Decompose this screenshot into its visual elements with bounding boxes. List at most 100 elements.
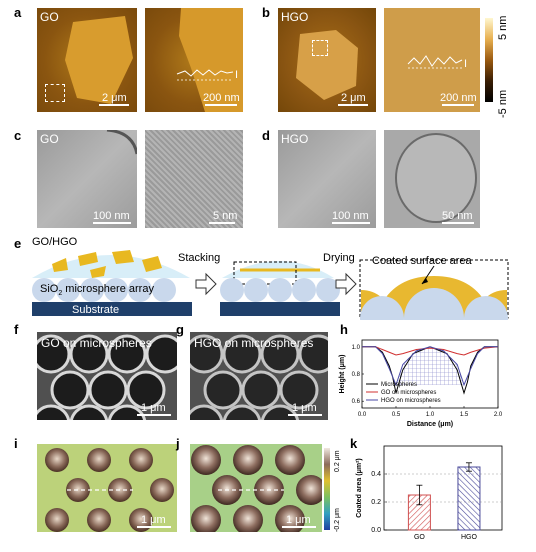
panel-label-i: i <box>14 436 18 451</box>
colorbar-bottom-label: -5 nm <box>497 89 509 118</box>
chart-h: 0.0 0.5 1.0 1.5 2.0 0.6 0.8 1.0 Microspheres GO o… <box>339 339 503 428</box>
y-tick-label: 1.0 <box>352 345 361 351</box>
zoom-box <box>312 40 328 56</box>
x-category-label: GO <box>414 534 425 541</box>
go-edge-shape <box>176 8 243 112</box>
scale-bar <box>332 222 370 224</box>
scale-bar <box>137 414 171 416</box>
sem-hgo: HGO on microspheres 1 μm <box>190 332 328 420</box>
microspheres-2 <box>220 278 340 302</box>
plot-frame <box>383 445 503 531</box>
go-flake-shape <box>65 16 133 104</box>
scale-label: 200 nm <box>440 92 477 104</box>
legend-entry: Microspheres <box>381 382 417 388</box>
scale-bar <box>93 222 131 224</box>
panel-tag: HGO <box>281 10 309 24</box>
afm-go-zoom: I 200 nm <box>145 8 243 112</box>
scale-bar <box>137 526 171 528</box>
bar-hgo <box>457 466 481 531</box>
scale-bar <box>209 222 235 224</box>
scale-label: 5 nm <box>213 210 238 222</box>
x-tick-label: 0.0 <box>358 412 367 418</box>
y-axis-label: Height (μm) <box>339 355 346 394</box>
scale-label: 1 μm <box>292 402 317 414</box>
substrate-label: Substrate <box>72 304 120 316</box>
x-axis-label: Distance (μm) <box>407 421 453 428</box>
height-map-hgo: 1 μm <box>190 444 322 532</box>
tem-hgo-zoom: 50 nm <box>384 130 480 228</box>
y-tick-label: 0.0 <box>371 527 381 534</box>
scale-label: 100 nm <box>93 210 130 222</box>
x-tick-label: 2.0 <box>494 412 503 418</box>
x-category-label: HGO <box>461 534 478 541</box>
afm-colorbar <box>485 18 493 102</box>
scale-label: 50 nm <box>442 210 473 222</box>
coated-area-label: Coated surface area <box>372 255 472 267</box>
profile-marker: I <box>464 58 468 70</box>
scale-bar <box>338 104 368 106</box>
y-tick-label: 0.2 <box>371 499 381 506</box>
scale-bar <box>205 104 237 106</box>
sio2-prefix: SiO <box>40 283 59 295</box>
scale-bar <box>442 104 474 106</box>
scale-bar <box>442 222 474 224</box>
panel-label-d: d <box>262 128 270 143</box>
panel-label-g: g <box>176 322 184 337</box>
x-tick-label: 1.0 <box>426 412 435 418</box>
height-cb-top: 0.2 μm <box>334 450 341 472</box>
x-tick-label: 1.5 <box>460 412 469 418</box>
panel-label-j: j <box>176 436 180 451</box>
panel-label-c: c <box>14 128 22 143</box>
x-tick-label: 0.5 <box>392 412 401 418</box>
panel-tag: GO on microspheres <box>41 336 152 350</box>
tem-hole <box>395 133 477 223</box>
sio2-label: SiO2 microsphere array <box>40 283 154 297</box>
scale-label: 1 μm <box>141 402 166 414</box>
arrow-stacking <box>195 272 217 296</box>
panel-label-a: a <box>14 5 22 20</box>
arrow-drying <box>335 272 357 296</box>
substrate-2 <box>220 302 340 316</box>
sem-go: GO on microspheres 1 μm <box>37 332 177 420</box>
sio2-suffix: microsphere array <box>62 283 154 295</box>
scale-bar <box>282 526 316 528</box>
schematic <box>32 250 509 320</box>
scale-label: 2 μm <box>341 92 366 104</box>
series-line-2 <box>362 346 498 387</box>
scale-label: 100 nm <box>332 210 369 222</box>
panel-tag: GO <box>40 132 59 146</box>
panel-tag: HGO on microspheres <box>194 336 314 350</box>
afm-hgo-overview: HGO 2 μm <box>278 8 376 112</box>
height-map-go: 1 μm <box>37 444 177 532</box>
hgo-texture <box>407 55 463 69</box>
scale-label: 1 μm <box>286 514 311 526</box>
go-hgo-label: GO/HGO <box>32 236 78 248</box>
panel-tag: HGO <box>281 132 309 146</box>
substrate-1 <box>32 302 192 316</box>
panel-label-b: b <box>262 5 270 20</box>
panel-label-k: k <box>350 436 358 451</box>
hgo-flake-shape <box>296 30 358 100</box>
tem-go-overview: GO 100 nm <box>37 130 137 228</box>
legend-entry: HGO on microspheres <box>381 398 441 404</box>
stacking-label: Stacking <box>178 252 221 264</box>
series-line-1 <box>362 346 499 356</box>
legend-entry: GO on microspheres <box>381 390 436 396</box>
zoom-box <box>45 84 65 102</box>
panel-label-f: f <box>14 322 19 337</box>
microspheres-1 <box>32 278 176 302</box>
height-map-hgo-spheres <box>191 445 322 532</box>
sem-hgo-spheres <box>190 334 328 420</box>
scale-bar <box>99 104 129 106</box>
sio2-subscript: 2 <box>58 290 63 298</box>
colorbar-top-label: 5 nm <box>497 15 509 40</box>
chart-k: 0.0 0.2 0.4 GO HGO Coated area (μm²) <box>356 445 503 541</box>
y-tick-label: 0.6 <box>352 399 361 405</box>
profile-marker: I <box>235 69 239 81</box>
height-cb-bottom: -0.2 μm <box>334 508 341 532</box>
y-tick-label: 0.8 <box>352 372 361 378</box>
tem-edge <box>106 130 137 155</box>
scale-label: 1 μm <box>141 514 166 526</box>
y-axis-label: Coated area (μm²) <box>356 458 363 518</box>
hgo-coated-area <box>396 346 464 385</box>
